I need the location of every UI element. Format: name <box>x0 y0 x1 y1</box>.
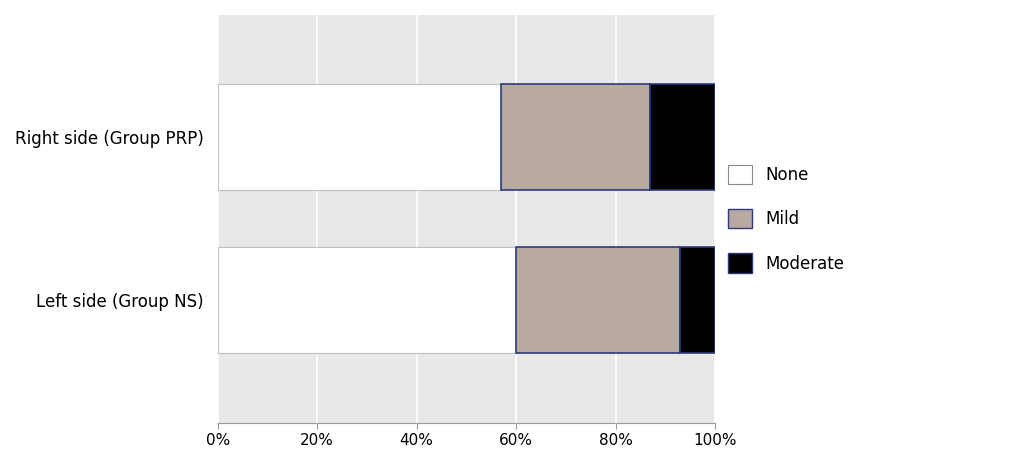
Bar <box>516 247 680 353</box>
Bar <box>680 247 715 353</box>
Bar <box>218 84 501 190</box>
Legend: None, Mild, Moderate: None, Mild, Moderate <box>728 165 844 273</box>
Bar <box>218 247 516 353</box>
Bar <box>650 84 715 190</box>
Bar <box>501 84 650 190</box>
